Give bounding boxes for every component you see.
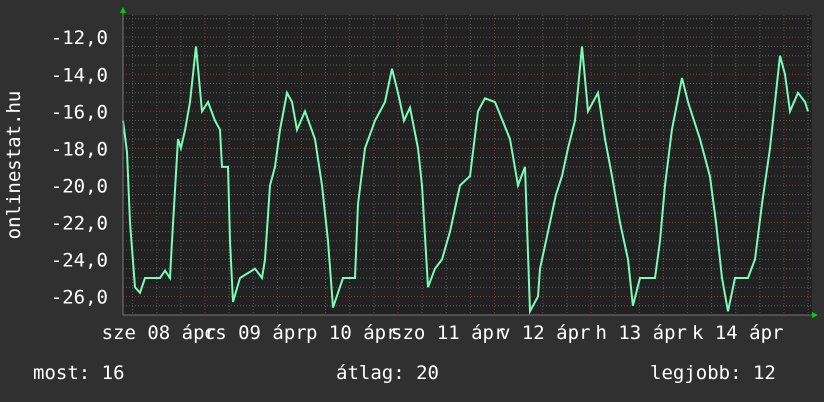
y-tick-label: -20,0 bbox=[51, 175, 108, 197]
x-tick-label: k 14 ápr bbox=[692, 322, 784, 344]
legend-current: most: 16 bbox=[33, 362, 125, 384]
x-axis-arrow-icon bbox=[812, 312, 818, 318]
grid bbox=[123, 15, 812, 316]
x-tick-label: h 13 ápr bbox=[595, 322, 687, 344]
y-tick-label: -18,0 bbox=[51, 138, 108, 160]
y-tick-label: -22,0 bbox=[51, 212, 108, 234]
y-axis-ticks: -12,0 -14,0 -16,0 -18,0 -20,0 -22,0 -24,0 -26,0 bbox=[51, 27, 108, 308]
plot-area bbox=[123, 15, 812, 315]
y-tick-label: -26,0 bbox=[51, 286, 108, 308]
y-tick-label: -12,0 bbox=[51, 27, 108, 49]
y-tick-label: -24,0 bbox=[51, 249, 108, 271]
series-line bbox=[122, 46, 809, 316]
legend-max: legjobb: 12 bbox=[650, 362, 776, 384]
x-tick-label: szo 11 ápr bbox=[391, 322, 505, 344]
y-axis-title: onlinestat.hu bbox=[3, 91, 25, 240]
x-tick-label: cs 09 ápr bbox=[204, 322, 307, 344]
y-axis-arrow-icon bbox=[120, 7, 126, 13]
x-tick-label: p 10 ápr bbox=[306, 322, 398, 344]
legend-average: átlag: 20 bbox=[336, 362, 439, 384]
y-tick-label: -16,0 bbox=[51, 101, 108, 123]
x-tick-label: sze 08 ápr bbox=[102, 322, 216, 344]
x-tick-label: v 12 ápr bbox=[499, 322, 591, 344]
y-tick-label: -14,0 bbox=[51, 64, 108, 86]
